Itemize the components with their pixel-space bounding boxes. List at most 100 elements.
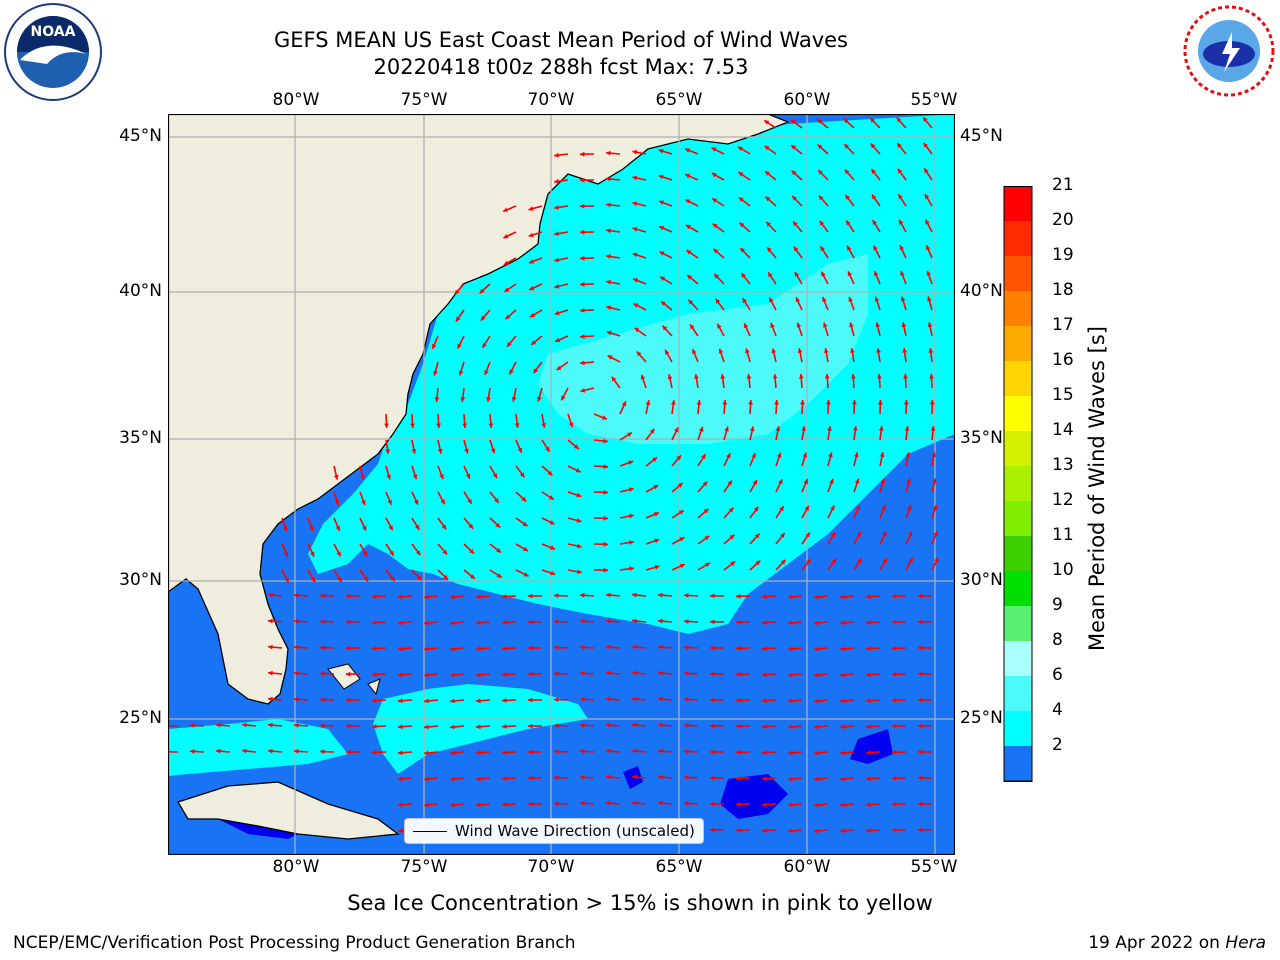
wave-arrow-head: [790, 119, 796, 125]
wave-arrow-head: [573, 444, 579, 449]
map-panel: [167, 113, 956, 856]
wave-arrow-head: [866, 646, 871, 651]
noaa-logo-text: NOAA: [31, 24, 76, 40]
colorbar-tick-label: 9: [1052, 595, 1063, 615]
wave-arrow-head: [798, 374, 804, 379]
wave-arrow-head: [554, 152, 559, 158]
colorbar-segment: [1004, 466, 1032, 501]
wave-arrow-head: [294, 748, 299, 754]
wave-arrow-head: [519, 472, 525, 478]
wave-arrow-head: [432, 343, 437, 349]
wave-arrow-head: [528, 801, 533, 807]
wave-arrow-head: [684, 749, 689, 754]
wave-arrow-head: [926, 245, 931, 251]
wave-arrow-head: [877, 374, 882, 379]
wave-arrow-head: [736, 723, 741, 729]
colorbar-tick-label: 8: [1052, 630, 1063, 650]
wave-arrow-head: [856, 531, 861, 537]
wave-arrow-head: [554, 231, 559, 236]
lon-label-top: 55°W: [910, 90, 958, 110]
colorbar-segment: [1004, 186, 1032, 221]
wave-arrow-head: [549, 520, 555, 525]
wave-arrow-head: [684, 645, 689, 650]
wave-arrow-head: [424, 646, 429, 652]
wave-arrow-head: [927, 322, 933, 328]
wave-arrow-head: [580, 177, 585, 183]
wave-arrow-head: [665, 349, 670, 355]
map-subtitle: 20220418 t00z 288h fcst Max: 7.53: [373, 55, 749, 79]
wave-arrow-head: [658, 592, 663, 598]
wave-arrow-head: [607, 355, 613, 360]
wave-arrow-head: [580, 774, 585, 780]
wave-arrow-head: [658, 696, 663, 702]
wave-arrow-head: [398, 776, 403, 782]
wave-arrow-head: [771, 348, 777, 354]
wave-arrow-head: [469, 548, 475, 554]
wave-arrow-head: [855, 505, 861, 511]
wave-arrow-head: [346, 749, 351, 755]
wave-arrow-head: [840, 672, 845, 678]
wave-arrow-head: [767, 247, 772, 253]
wave-arrow-head: [802, 452, 808, 458]
wave-arrow-head: [413, 499, 419, 505]
wave-arrow-head: [824, 374, 830, 379]
wave-arrow-head: [606, 618, 611, 624]
colorbar-tick-label: 14: [1052, 420, 1074, 440]
generation-date: 19 Apr 2022 on Hera: [1088, 933, 1266, 953]
wave-arrow-head: [670, 400, 676, 405]
wave-arrow-head: [710, 801, 715, 807]
wind-wave-direction-arrows: [168, 116, 939, 834]
wave-arrow-head: [814, 594, 819, 600]
wave-arrow-head: [528, 723, 533, 729]
wave-arrow-head: [294, 722, 299, 728]
wave-arrow-head: [424, 724, 429, 730]
wave-arrow-head: [918, 723, 923, 729]
credit-text: NCEP/EMC/Verification Post Processing Pr…: [13, 933, 576, 953]
wave-arrow-head: [926, 270, 931, 276]
wave-arrow-head: [736, 827, 741, 833]
wave-arrow-head: [554, 619, 559, 624]
wave-arrow-head: [576, 543, 582, 549]
wave-arrow-head: [694, 374, 699, 379]
wave-arrow-head: [653, 512, 659, 517]
wave-arrow-head: [726, 453, 731, 459]
wave-arrow-head: [710, 593, 715, 599]
colorbar-segment: [1004, 676, 1032, 711]
wave-arrow-head: [736, 697, 741, 703]
wave-arrow-head: [791, 145, 797, 150]
wave-arrow-head: [843, 118, 849, 124]
wave-arrow-head: [844, 144, 849, 149]
wave-arrow-head: [398, 828, 403, 834]
wave-arrow-head: [710, 749, 715, 755]
colorbar-segment: [1004, 326, 1032, 361]
wave-arrow-head: [908, 557, 913, 563]
wave-arrow-head: [603, 464, 608, 469]
wave-arrow-head: [554, 257, 560, 263]
wave-arrow-head: [606, 330, 612, 336]
wave-arrow-head: [484, 370, 489, 375]
wave-arrow-head: [284, 577, 289, 583]
wave-arrow-head: [606, 774, 611, 780]
wave-arrow-head: [788, 828, 793, 834]
wave-arrow-head: [814, 672, 819, 678]
wave-arrow-head: [437, 448, 443, 454]
wave-arrow-head: [866, 802, 871, 807]
wave-arrow-head: [621, 401, 627, 407]
wave-arrow-head: [927, 296, 932, 302]
wave-arrow-head: [415, 550, 421, 556]
wave-arrow-head: [268, 722, 273, 728]
wave-arrow-head: [751, 453, 756, 458]
wave-arrow-head: [346, 593, 351, 599]
wave-arrow-head: [907, 504, 912, 510]
wave-arrow-head: [903, 374, 908, 379]
legend-label: Wind Wave Direction (unscaled): [455, 822, 695, 840]
wave-arrow-head: [556, 365, 562, 371]
wave-arrow-head: [692, 349, 697, 355]
wave-arrow-head: [494, 497, 499, 503]
wave-arrow-head: [762, 776, 767, 781]
colorbar-segment: [1004, 571, 1032, 606]
wave-arrow-head: [905, 452, 911, 457]
wave-arrow-head: [361, 500, 366, 506]
wave-arrow-head: [386, 474, 391, 480]
wave-arrow-head: [436, 423, 441, 428]
